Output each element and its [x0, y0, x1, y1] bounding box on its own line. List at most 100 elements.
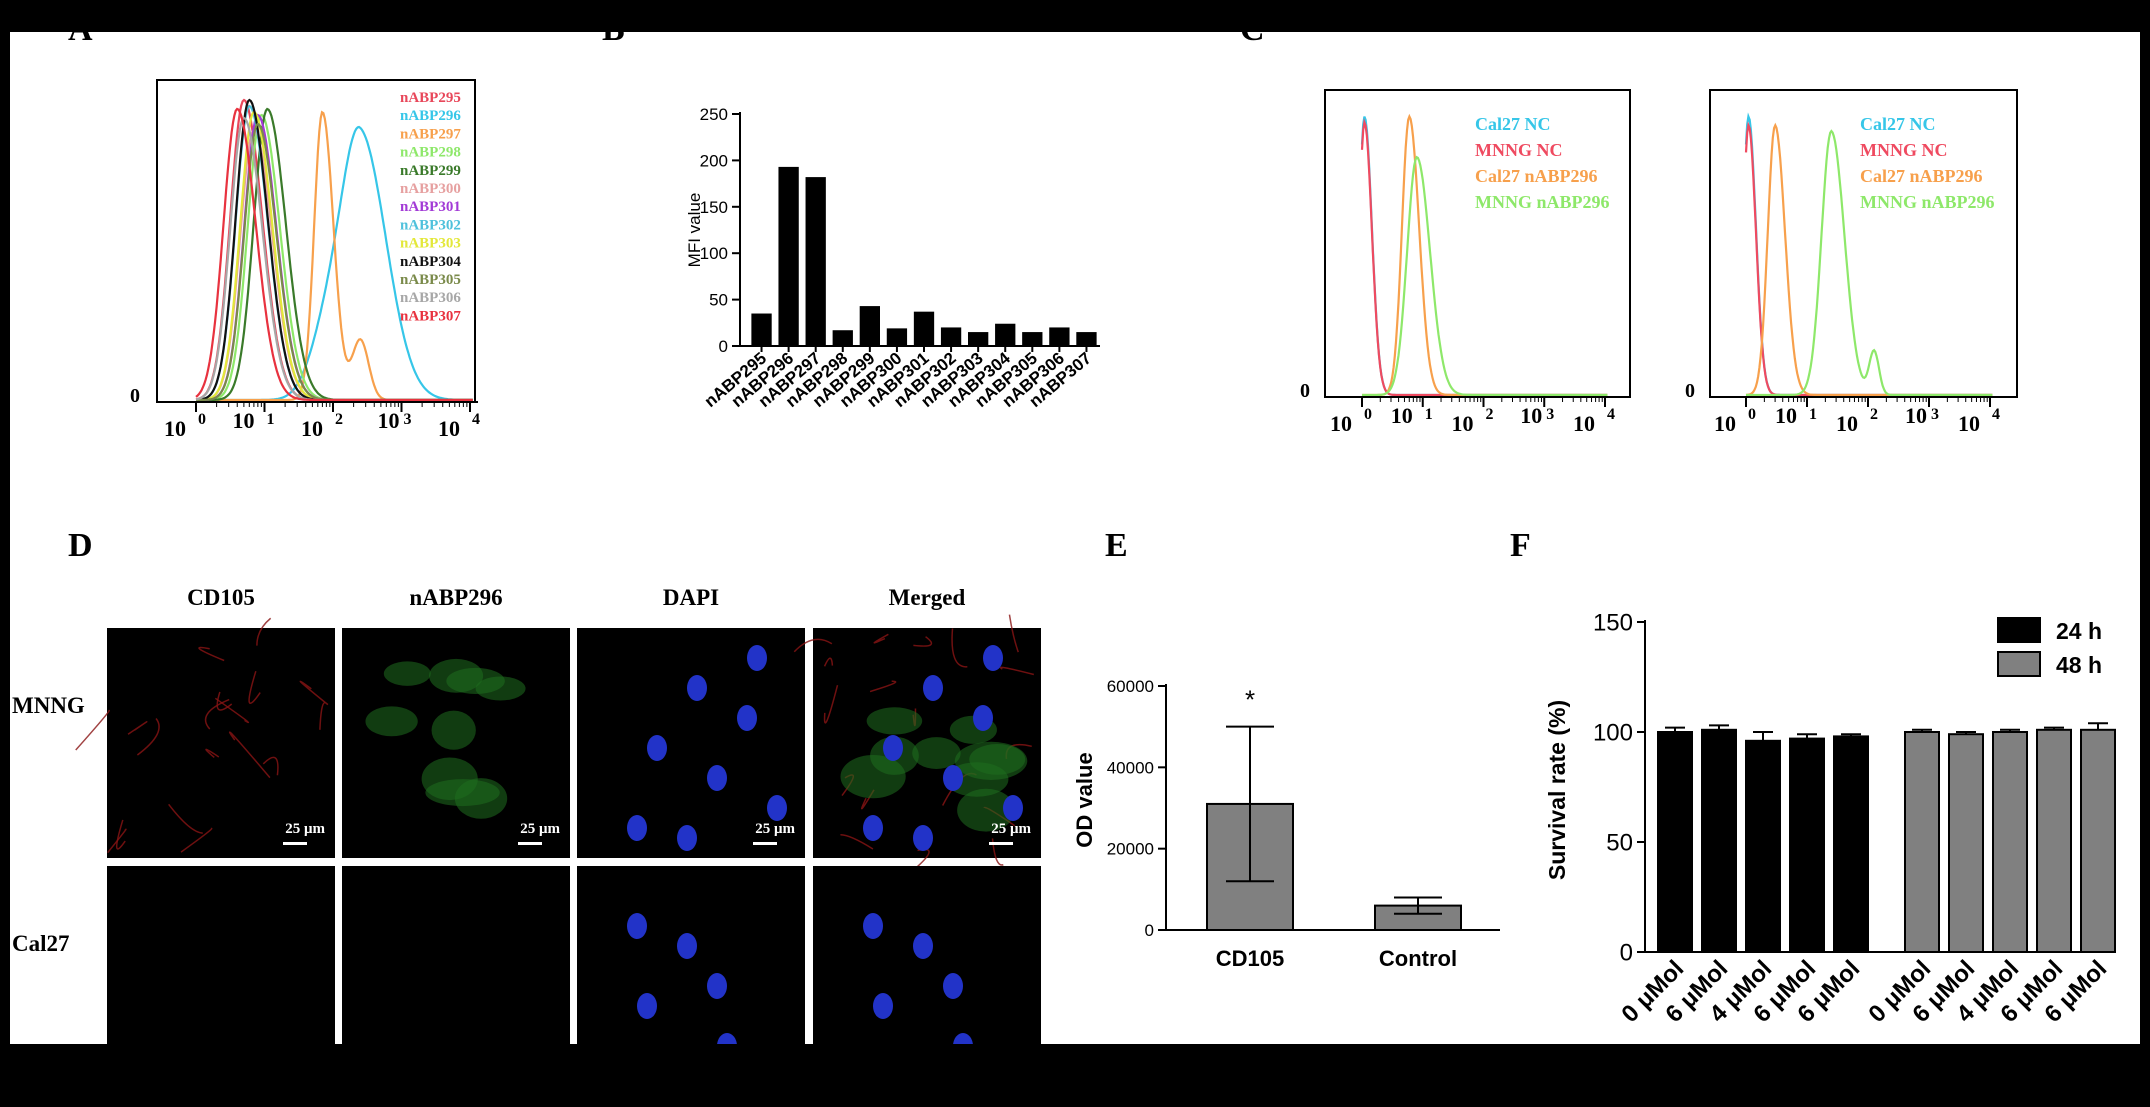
panel-b-bar [859, 306, 880, 346]
panel-d: D CD105 nABP296 DAPI Merged MNNG Cal27 25 μm 25… [12, 527, 1041, 1096]
panel-b-y-label: MFI value [685, 193, 704, 268]
panel-c-right-tick-exp: 1 [1809, 406, 1817, 423]
panel-f-bar-48h [2036, 728, 2072, 953]
panel-b-bar [940, 327, 962, 346]
panel-e-category-label: CD105 [1216, 946, 1284, 971]
panel-c-left-histograms [1360, 113, 1608, 397]
nabp296-stain [431, 710, 476, 750]
dapi-nucleus [983, 645, 1003, 671]
panel-c-legend-item: MNNG nABP296 [1475, 192, 1610, 212]
histogram-mnng_nabp296 [1746, 129, 1993, 397]
panel-b-bar [832, 330, 853, 346]
histogram-mnng_nabp296 [1362, 155, 1608, 397]
cd105-stain [869, 680, 897, 693]
panel-c-legend-item: MNNG nABP296 [1860, 192, 1995, 212]
cd105-stain [248, 670, 261, 704]
panel-b-bar [1076, 332, 1097, 346]
panel-f-y-tick-label: 0 [1620, 939, 1633, 966]
nabp296-stain [866, 707, 923, 735]
panel-a-legend-item: nABP303 [400, 236, 461, 252]
panel-a-legend-item: nABP306 [400, 290, 461, 306]
scale-bar-label: 25 μm [520, 821, 560, 837]
panel-f-legend-swatch [1997, 617, 2041, 643]
panel-c-left-tick-exp: 1 [1425, 406, 1433, 423]
cd105-stain [205, 748, 220, 759]
panel-a-legend-item: nABP301 [400, 199, 461, 215]
panel-b-y-tick-label: 100 [700, 244, 728, 263]
cd105-stain [951, 628, 968, 668]
panel-e-bar-chart: 0 20000 40000 60000 OD value CD105 Control * [1072, 677, 1500, 971]
panel-a-legend-item: nABP295 [400, 90, 461, 106]
panel-d-column-header: nABP296 [409, 585, 502, 610]
cd105-stain [75, 709, 110, 751]
panel-a-y-zero: 0 [130, 385, 140, 407]
panel-a-histogram-nABP307 [195, 107, 473, 402]
panel-c-legend-item: MNNG NC [1475, 140, 1563, 160]
dapi-nucleus [873, 993, 893, 1019]
panel-f-bar-24h [1701, 728, 1737, 953]
panel-c-right-x-ticks: 10 0 10 1 10 2 10 3 10 4 [1714, 396, 2000, 436]
panel-a-tick-base: 10 [378, 408, 400, 433]
panel-c-left-tick-exp: 3 [1546, 406, 1554, 423]
scale-bar [518, 842, 542, 845]
micrograph-mnng-nabp296: 25 μm [342, 628, 570, 858]
panel-c-left-x-ticks: 10 0 10 1 10 2 10 3 10 4 [1330, 396, 1615, 436]
panel-a-legend-item: nABP302 [400, 217, 461, 233]
panel-d-image-grid: CD105 nABP296 DAPI Merged MNNG Cal27 25 μm 25 μ… [12, 585, 1041, 1096]
cd105-stain [823, 657, 834, 667]
panel-a-legend: nABP295 nABP296 nABP297 nABP298 nABP299 nABP3… [400, 90, 461, 324]
panel-c-right-y-zero: 0 [1685, 380, 1695, 402]
dapi-nucleus [747, 645, 767, 671]
panel-letter-e: E [1105, 527, 1128, 564]
panel-b-bar [1049, 327, 1070, 346]
panel-a-legend-item: nABP307 [400, 308, 461, 324]
dapi-nucleus [973, 705, 993, 731]
panel-letter-f: F [1510, 527, 1531, 564]
panel-letter-d: D [68, 527, 93, 564]
dapi-nucleus [647, 735, 667, 761]
panel-c-right-legend: Cal27 NC MNNG NC Cal27 nABP296 MNNG nABP296 [1860, 114, 1995, 212]
panel-c-right-tick-base: 10 [1714, 411, 1736, 436]
panel-f-bar-48h [1992, 731, 2028, 953]
panel-a: 0 10 0 10 1 10 2 10 3 10 4 nABP295nABP296nABP297n… [130, 79, 480, 441]
panel-b-y-tick-label: 150 [700, 198, 728, 217]
scale-bar [753, 842, 777, 845]
panel-c-right-tick-exp: 4 [1992, 406, 2000, 423]
micrograph-mnng-merged: 25 μm [793, 614, 1041, 868]
cd105-stain [115, 819, 126, 850]
cd105-stain [136, 718, 160, 756]
dapi-nucleus [707, 765, 727, 791]
panel-e: E 0 20000 40000 60000 OD value CD105 Control * [1072, 527, 1500, 971]
panel-a-histograms [195, 98, 473, 402]
panel-d-column-header: DAPI [663, 585, 719, 610]
dapi-nucleus [737, 705, 757, 731]
panel-c-left-tick-base: 10 [1330, 411, 1352, 436]
panel-f-bar-48h [1904, 731, 1940, 953]
panel-e-y-tick-label: 40000 [1107, 758, 1154, 777]
panel-c-left-y-zero: 0 [1300, 380, 1310, 402]
panel-f-y-label: Survival rate (%) [1544, 700, 1570, 880]
panel-b-bar [1022, 332, 1043, 346]
panel-b-bar [995, 323, 1016, 346]
panel-a-x-ticks: 10 0 10 1 10 2 10 3 10 4 [164, 401, 480, 441]
panel-c-left-tick-exp: 0 [1364, 406, 1372, 423]
panel-c-legend-item: Cal27 nABP296 [1475, 166, 1598, 186]
panel-b-bar [913, 311, 935, 346]
panel-a-tick-exp: 2 [335, 411, 343, 428]
dapi-nucleus [913, 825, 933, 851]
dapi-nucleus [943, 973, 963, 999]
bottom-black-bar [0, 1044, 2150, 1107]
panel-c-left-tick-base: 10 [1573, 411, 1595, 436]
panel-f-bar-24h [1657, 731, 1693, 953]
panel-e-significance-star: * [1245, 685, 1255, 715]
panel-c-legend-item: Cal27 NC [1860, 114, 1936, 134]
panel-e-category-label: Control [1379, 946, 1457, 971]
cd105-stain [204, 698, 230, 730]
panel-e-y-label: OD value [1072, 752, 1097, 847]
panel-f-legend-label: 24 h [2056, 618, 2102, 644]
cd105-stain [823, 685, 839, 724]
panel-a-legend-item: nABP297 [400, 126, 461, 142]
cd105-stain [913, 636, 933, 647]
